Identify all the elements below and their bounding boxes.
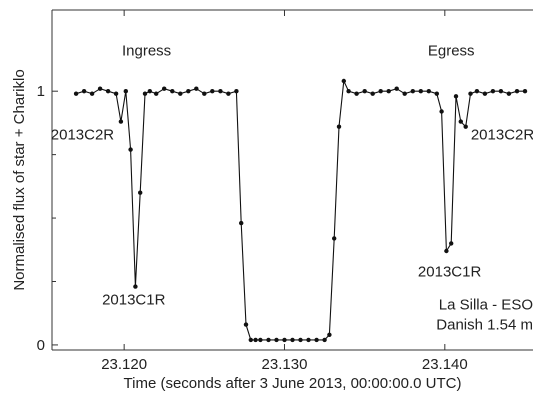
data-point [426,89,431,94]
data-point [162,86,167,91]
data-point [362,89,367,94]
data-point [322,337,327,343]
annotation-label: Ingress [122,43,171,60]
y-tick-label: 1 [37,83,45,100]
data-point [202,91,207,96]
data-point [97,86,103,91]
data-point [147,89,152,94]
data-point [142,91,148,96]
data-point [439,109,444,114]
data-point [138,190,143,195]
data-point [226,91,231,96]
data-point [298,337,303,343]
data-point [490,89,496,94]
data-point [210,89,215,94]
plot-frame [51,9,533,351]
annotation-label: Danish 1.54 m [436,317,533,334]
x-tick-label: 23.120 [101,356,147,373]
data-point [506,91,512,96]
data-point [306,337,311,343]
data-point [266,337,271,343]
data-point [253,337,258,343]
data-point [444,248,449,254]
data-point [290,337,295,343]
annotation-label: La Silla - ESO [439,296,533,313]
data-point [314,337,319,343]
data-point [218,89,223,94]
annotation-label: Egress [428,43,475,60]
data-point [178,91,183,96]
data-point [274,337,279,343]
data-point [234,89,239,94]
data-point [105,89,111,94]
data-point [514,89,520,94]
annotation-label: 2013C2R [51,126,115,143]
data-point [133,284,138,289]
y-tick-label: 0 [37,337,45,354]
data-point [402,91,407,96]
data-point [386,89,391,94]
data-point [378,89,383,94]
axis-ticks [52,10,446,350]
data-point [73,91,79,96]
data-point [341,78,346,84]
data-point [468,91,473,96]
data-point [458,119,463,124]
series-layer [73,78,528,343]
data-point [170,89,175,94]
data-point [370,91,375,96]
y-axis-title: Normalised flux of star + Chariklo [11,69,28,290]
data-point [194,86,199,91]
data-point [354,91,359,96]
data-point [128,147,133,152]
data-point [327,332,332,337]
data-point [463,124,468,129]
data-point [482,91,488,96]
data-point [81,89,87,94]
data-point [453,94,459,99]
data-point [498,89,504,94]
data-point [186,89,191,94]
data-point [282,337,287,343]
data-point [522,89,528,94]
data-point [118,119,124,124]
x-tick-label: 23.130 [262,356,308,373]
data-point [418,89,423,94]
annotation-label: 2013C2R [471,126,533,143]
data-point [474,89,480,94]
data-point [243,322,249,327]
data-point [434,91,439,96]
data-point [239,220,244,226]
data-point [346,89,351,94]
data-point [89,91,95,96]
tick-labels: 23.120 23.130 23.140 0 1 [37,83,468,373]
data-point [410,89,415,94]
data-point [248,337,253,343]
annotation-label: 2013C1R [418,263,482,280]
annotations: Ingress Egress 2013C2R 2013C1R 2013C1R 2013C2… [51,43,533,334]
x-axis-title: Time (seconds after 3 June 2013, 00:00:0… [124,375,462,392]
data-point [336,124,342,129]
annotation-label: 2013C1R [102,291,166,308]
data-point [258,337,263,343]
data-point [123,89,128,94]
data-point [394,86,399,91]
data-point [154,91,159,96]
x-tick-label: 23.140 [422,356,468,373]
data-point [332,236,337,241]
data-point [113,91,119,96]
data-point [449,241,454,246]
